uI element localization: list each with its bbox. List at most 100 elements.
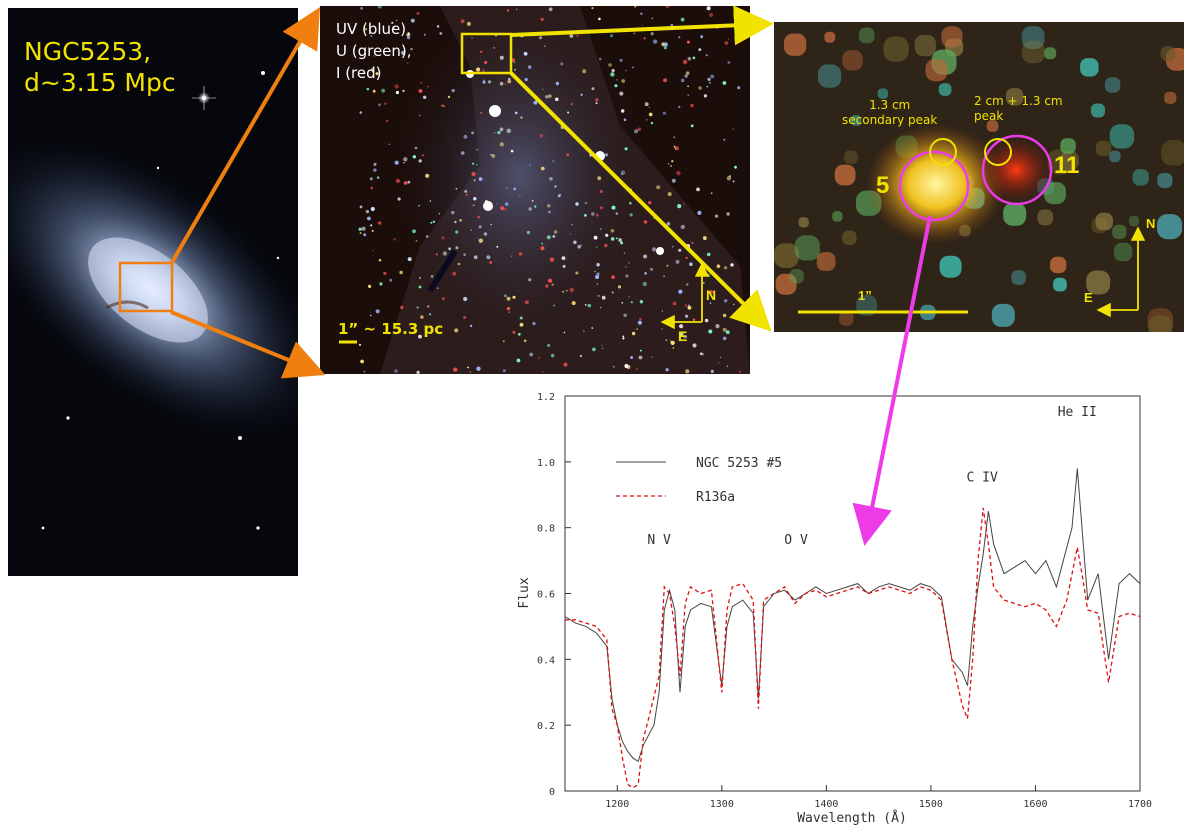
- hst-star: [471, 131, 474, 135]
- hst-star: [641, 24, 643, 26]
- hst-star: [552, 160, 555, 163]
- annotations: N V O V C IV He II: [647, 405, 1096, 548]
- hst-star: [443, 105, 445, 107]
- hst-east-label: E: [678, 328, 688, 344]
- hst-star: [395, 90, 399, 95]
- hst-star: [420, 82, 423, 84]
- hst-star: [499, 142, 504, 147]
- x-tick-label: 1400: [814, 799, 838, 810]
- hst-star: [648, 201, 652, 205]
- zoom-blob: [883, 36, 909, 62]
- hst-star: [571, 301, 576, 306]
- hst-star: [375, 72, 379, 76]
- hst-star: [575, 271, 579, 275]
- hst-star: [663, 275, 665, 278]
- zoom-blob: [775, 273, 797, 295]
- hst-star: [528, 65, 532, 69]
- hst-star: [580, 93, 583, 97]
- hst-star: [678, 36, 681, 39]
- hst-star: [463, 296, 468, 302]
- hst-star: [400, 305, 404, 309]
- hst-star: [516, 8, 518, 11]
- hst-star: [621, 109, 625, 113]
- hst-star: [739, 370, 741, 373]
- legend: NGC 5253 #5 R136a: [616, 456, 782, 505]
- hst-star: [615, 237, 618, 240]
- hst-star: [596, 263, 600, 267]
- hst-star: [640, 12, 643, 15]
- hst-star: [670, 340, 672, 342]
- source-11-label: 11: [1054, 152, 1080, 179]
- hst-star: [508, 77, 511, 81]
- hst-north-label: N: [706, 287, 717, 303]
- hst-star: [363, 233, 367, 237]
- hst-star: [686, 283, 689, 286]
- hst-star: [513, 187, 517, 191]
- hst-bright-star: [483, 201, 493, 211]
- hst-star: [670, 23, 674, 27]
- hst-star: [429, 313, 432, 316]
- hst-star: [490, 153, 492, 156]
- hst-star: [460, 151, 465, 155]
- hst-star: [610, 237, 615, 241]
- hst-star: [395, 19, 398, 22]
- hst-star: [732, 128, 734, 131]
- orange-arrow-bottom: [170, 310, 326, 379]
- hst-star: [532, 322, 536, 326]
- hst-star: [562, 290, 564, 293]
- hst-star: [591, 7, 594, 10]
- hst-star: [441, 104, 444, 107]
- hst-star: [684, 74, 688, 78]
- hst-star: [370, 67, 375, 72]
- zoom-blob: [832, 211, 843, 222]
- hst-star: [506, 306, 511, 311]
- hst-star: [452, 271, 457, 276]
- hst-star: [610, 72, 615, 77]
- hst-star: [482, 69, 485, 72]
- zoom-blob: [1003, 202, 1027, 226]
- zoom-blob-field: [774, 26, 1184, 332]
- hst-star: [692, 343, 697, 348]
- hst-star: [710, 192, 713, 194]
- hst-star: [663, 42, 668, 47]
- hst-star: [569, 233, 572, 235]
- zoom-blob: [1109, 124, 1135, 149]
- hst-star: [416, 306, 419, 309]
- hst-star: [583, 330, 585, 332]
- hst-star: [638, 355, 643, 360]
- hst-star-field: [358, 6, 741, 374]
- hst-star: [587, 303, 592, 308]
- hst-star: [379, 282, 383, 286]
- hst-star: [680, 17, 685, 22]
- x-tick-label: 1200: [605, 799, 629, 810]
- hst-star: [665, 339, 668, 342]
- hst-star: [687, 85, 689, 88]
- line-annotation: N V: [647, 533, 671, 548]
- hst-star: [673, 136, 675, 138]
- hst-star: [686, 40, 690, 44]
- hst-star: [430, 275, 434, 278]
- hst-star: [423, 95, 427, 100]
- hst-star: [480, 50, 483, 53]
- hst-star: [476, 366, 481, 371]
- hst-star: [500, 206, 505, 211]
- galaxy-image: [8, 8, 298, 576]
- hst-star: [491, 154, 495, 158]
- hst-star: [625, 266, 627, 268]
- hst-star: [547, 343, 551, 347]
- hst-star: [680, 334, 683, 336]
- hst-star: [685, 256, 688, 259]
- hst-star: [549, 177, 553, 181]
- hst-star: [728, 175, 731, 178]
- hst-star: [366, 87, 370, 91]
- hst-star: [661, 310, 664, 312]
- hst-star: [436, 287, 439, 289]
- spectrum-svg: 1200 1300 1400 1500 1600 1700 0 0.2 0.4 0.6 0.8 1.0…: [517, 392, 1152, 826]
- hst-star: [551, 353, 555, 358]
- hst-color-image: [320, 6, 750, 374]
- zoom-blob: [858, 27, 875, 44]
- hst-star: [478, 225, 482, 229]
- zoom-blob: [986, 120, 999, 132]
- hst-star: [403, 181, 408, 185]
- hst-star: [368, 284, 372, 288]
